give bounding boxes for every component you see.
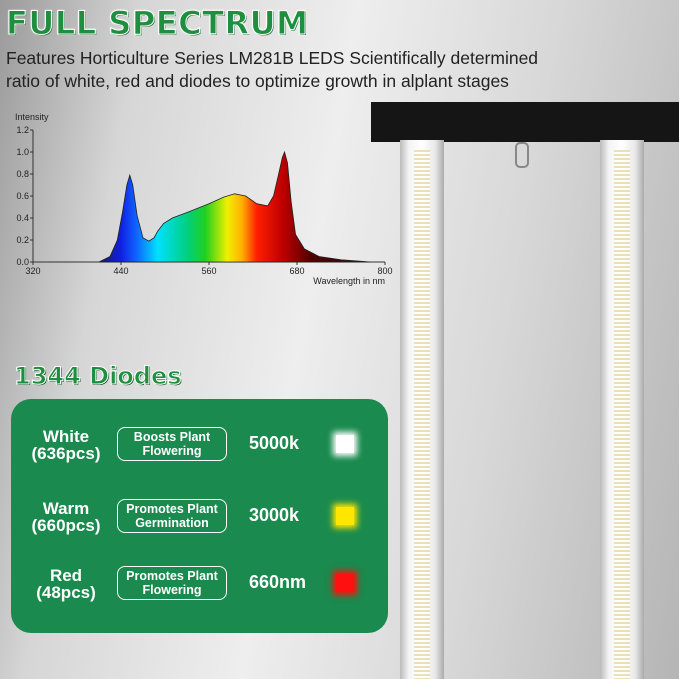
y-axis-label: Intensity xyxy=(15,112,49,122)
hanging-hook xyxy=(515,142,529,168)
subtitle-line: Features Horticulture Series LM281B LEDS… xyxy=(6,48,539,68)
led-strip xyxy=(600,140,644,679)
x-tick-label: 560 xyxy=(201,266,216,276)
warm-swatch xyxy=(336,507,354,525)
y-tick-label: 0.8 xyxy=(16,169,29,179)
x-tick-label: 800 xyxy=(377,266,392,276)
subtitle: Features Horticulture Series LM281B LEDS… xyxy=(6,47,646,93)
diode-benefit: Boosts Plant Flowering xyxy=(117,427,227,461)
diode-name: Red (48pcs) xyxy=(36,566,96,602)
diode-row-warm: Warm (660pcs) Promotes Plant Germination 3… xyxy=(11,491,388,551)
diode-row-red: Red (48pcs) Promotes Plant Flowering 660nm xyxy=(11,558,388,618)
y-tick-label: 0.4 xyxy=(16,213,29,223)
diodes-panel: White (636pcs) Boosts Plant Flowering 5000… xyxy=(11,399,388,633)
subtitle-line: ratio of white, red and diodes to optimi… xyxy=(6,71,509,91)
y-tick-label: 1.2 xyxy=(16,125,29,135)
diode-benefit: Promotes Plant Flowering xyxy=(117,566,227,600)
x-axis-label: Wavelength in nm xyxy=(313,276,385,286)
red-swatch xyxy=(336,574,354,592)
led-diodes xyxy=(614,150,630,679)
led-diodes xyxy=(414,150,430,679)
page-title: FULL SPECTRUM xyxy=(5,4,309,43)
white-swatch xyxy=(336,435,354,453)
spectrum-chart: Intensity Wavelength in nm 320 440 560 680 8… xyxy=(15,112,393,286)
y-tick-label: 0.0 xyxy=(16,257,29,267)
diode-row-white: White (636pcs) Boosts Plant Flowering 5000… xyxy=(11,419,388,479)
x-tick-label: 320 xyxy=(25,266,40,276)
diode-value: 5000k xyxy=(249,433,300,453)
diode-value: 3000k xyxy=(249,505,300,525)
y-tick-label: 1.0 xyxy=(16,147,29,157)
spectrum-area xyxy=(98,150,371,263)
light-fixture-bar xyxy=(371,102,679,142)
y-tick-label: 0.2 xyxy=(16,235,29,245)
led-strip xyxy=(400,140,444,679)
diode-value: 660nm xyxy=(249,572,307,592)
diodes-heading: 1344 Diodes xyxy=(14,362,183,391)
diode-name: White (636pcs) xyxy=(31,427,101,463)
x-tick-label: 680 xyxy=(289,266,304,276)
diode-name: Warm (660pcs) xyxy=(31,499,101,535)
x-tick-label: 440 xyxy=(113,266,128,276)
diode-benefit: Promotes Plant Germination xyxy=(117,499,227,533)
y-tick-label: 0.6 xyxy=(16,191,29,201)
